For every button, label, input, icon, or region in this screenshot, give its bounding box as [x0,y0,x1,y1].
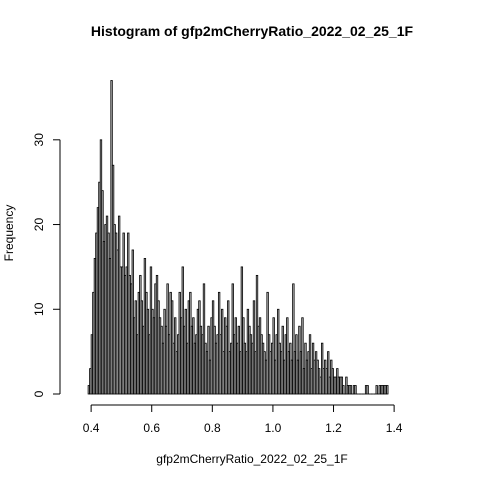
y-axis-label: Frequency [2,205,16,262]
histogram-bar [272,317,275,395]
histogram-bar [349,385,353,395]
x-tick-label: 0.4 [83,421,100,435]
x-tick-label: 0.8 [204,421,221,435]
histogram-bar [342,385,345,395]
histogram-bar [252,300,256,395]
y-tick-label: 0 [32,390,46,397]
x-tick-label: 1.2 [325,421,342,435]
chart-title: Histogram of gfp2mCherryRatio_2022_02_25… [91,23,414,39]
y-tick-label: 30 [32,133,46,147]
x-axis: 0.4 0.6 0.8 1.0 1.2 1.4 [83,404,403,435]
x-tick-label: 1.0 [265,421,282,435]
histogram-bar [202,283,206,395]
y-tick-label: 10 [32,302,46,316]
histogram-bar [386,385,389,395]
histogram-bar [227,300,230,395]
x-tick-label: 0.6 [143,421,160,435]
histogram-bar [308,334,312,395]
histogram-bar [366,385,369,395]
histogram-bar [327,351,330,395]
x-tick-label: 1.4 [386,421,403,435]
histogram-bar [292,283,295,395]
x-axis-label: gfp2mCherryRatio_2022_02_25_1F [156,452,347,466]
y-axis: 0 10 20 30 [32,133,61,397]
y-tick-label: 20 [32,218,46,232]
histogram-bar [301,317,304,395]
histogram-bar [354,385,357,395]
histogram-bars [87,80,389,395]
histogram-bar [375,385,378,395]
